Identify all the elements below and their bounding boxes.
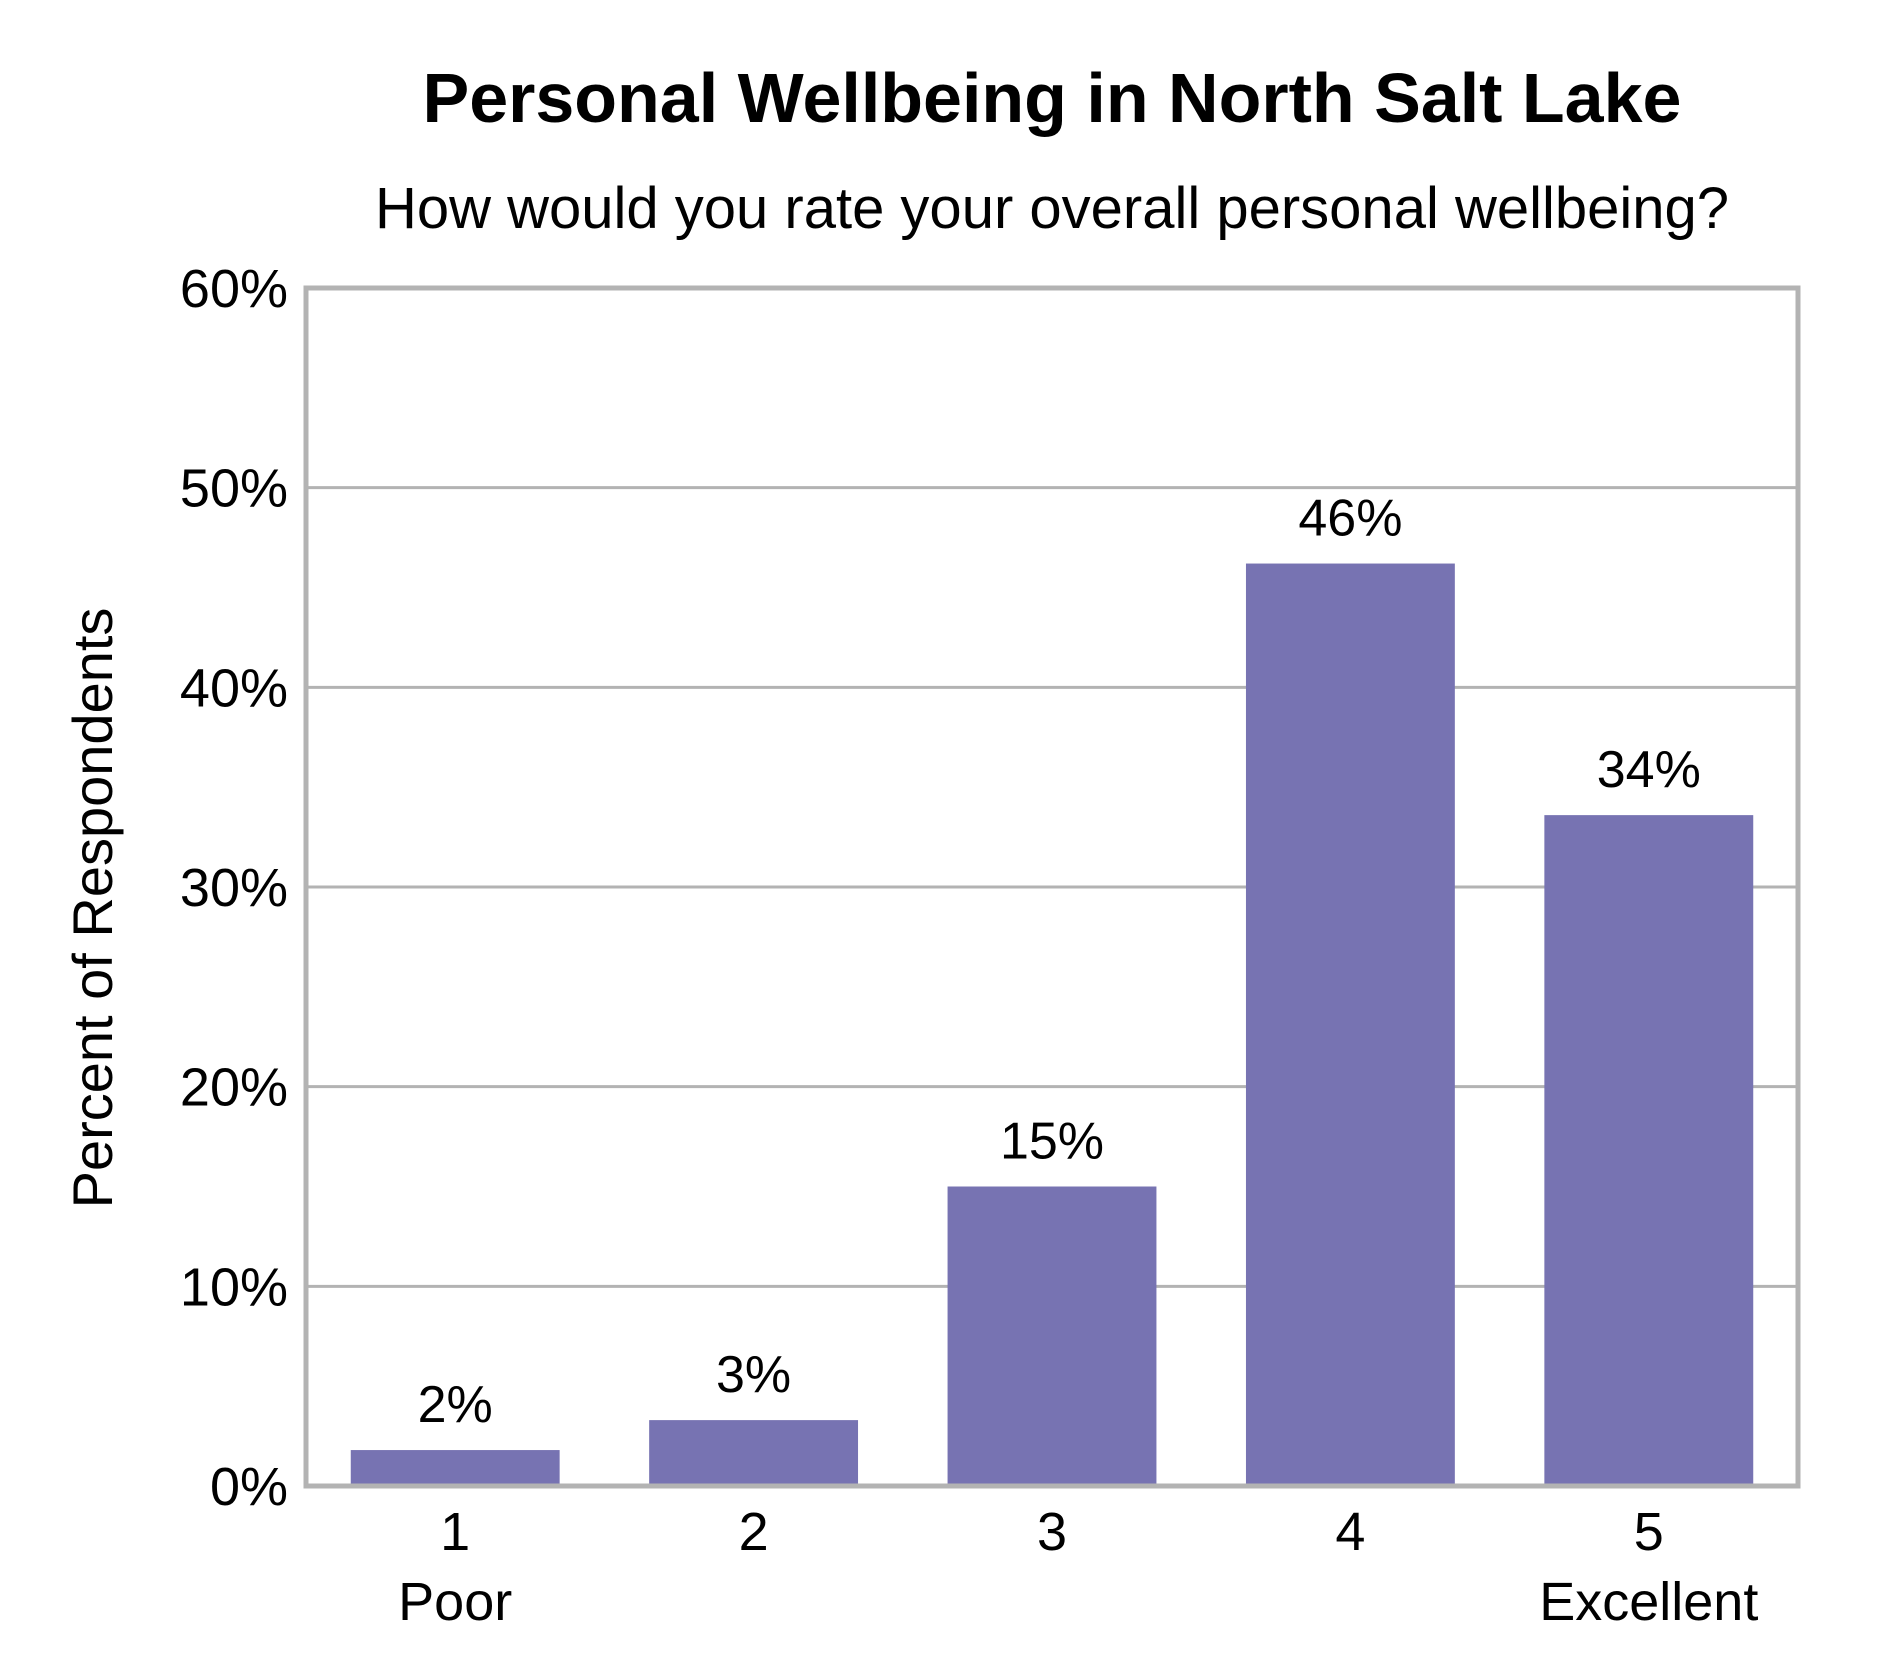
bar [649, 1420, 859, 1486]
x-tick-label: 5 [1634, 1502, 1664, 1562]
data-label: 3% [716, 1346, 791, 1404]
chart-subtitle: How would you rate your overall personal… [375, 176, 1729, 241]
data-label: 46% [1298, 490, 1402, 548]
y-tick-label: 10% [180, 1257, 288, 1317]
y-tick-label: 40% [180, 658, 288, 718]
y-tick-label: 20% [180, 1058, 288, 1118]
bar [350, 1450, 560, 1486]
bar [947, 1186, 1157, 1486]
x-tick-labels: 1 Poor 2 3 4 5 Excellent [398, 1502, 1758, 1632]
y-tick-label: 60% [180, 259, 288, 319]
y-tick-labels: 0% 10% 20% 30% 40% 50% 60% [180, 259, 288, 1517]
y-axis-label: Percent of Respondents [61, 608, 124, 1209]
data-label: 2% [418, 1376, 493, 1434]
y-tick-label: 30% [180, 858, 288, 918]
chart-title: Personal Wellbeing in North Salt Lake [423, 59, 1682, 137]
bar [1544, 815, 1754, 1486]
data-label: 34% [1597, 741, 1701, 799]
x-tick-label: 2 [739, 1502, 769, 1562]
y-tick-label: 50% [180, 459, 288, 519]
y-tick-label: 0% [210, 1457, 288, 1517]
x-tick-label: 4 [1335, 1502, 1365, 1562]
x-tick-sublabel: Excellent [1539, 1572, 1758, 1632]
x-tick-sublabel: Poor [398, 1572, 512, 1632]
x-tick-label: 3 [1037, 1502, 1067, 1562]
x-tick-label: 1 [440, 1502, 470, 1562]
data-label: 15% [1000, 1113, 1104, 1171]
bar [1245, 563, 1455, 1486]
bars [350, 563, 1754, 1486]
plot-frame [303, 285, 1801, 1489]
data-labels: 2% 3% 15% 46% 34% [418, 490, 1701, 1435]
